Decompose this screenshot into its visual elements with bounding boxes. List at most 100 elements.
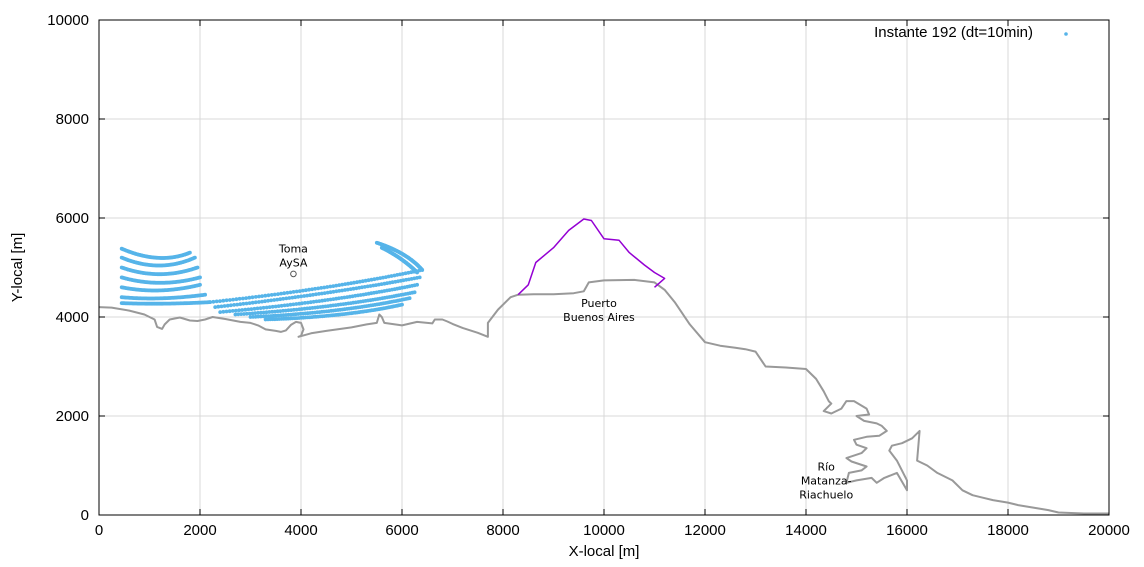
particle-point — [241, 301, 246, 306]
particle-point — [255, 306, 260, 311]
particle-point — [288, 290, 293, 295]
x-tick-label: 18000 — [987, 522, 1029, 539]
particle-point — [381, 275, 385, 280]
particle-point — [420, 268, 425, 272]
particle-point — [224, 298, 229, 303]
particle-point — [343, 282, 348, 286]
particle-point — [325, 290, 330, 295]
particle-point — [266, 293, 271, 298]
particle-point — [218, 310, 223, 314]
particle-point — [352, 280, 356, 285]
particle-point — [389, 274, 394, 278]
particle-point — [360, 285, 364, 290]
annotation-line: Matanza- — [801, 474, 852, 487]
particle-point — [218, 299, 222, 303]
particle-point — [252, 306, 257, 311]
particle-filament — [379, 245, 419, 275]
particle-filament — [213, 275, 422, 309]
particle-point — [363, 278, 368, 283]
particle-point — [301, 288, 305, 293]
particle-point — [229, 303, 233, 308]
particle-filament — [119, 255, 197, 268]
particle-point — [310, 287, 314, 292]
particle-point — [193, 255, 197, 260]
particle-point — [240, 308, 245, 312]
particle-point — [297, 289, 302, 293]
particle-point — [325, 298, 330, 302]
particle-point — [253, 300, 258, 305]
particle-point — [221, 309, 226, 314]
particle-point — [328, 284, 333, 289]
particle-point — [415, 270, 419, 275]
particle-point — [322, 285, 327, 290]
particle-point — [222, 304, 227, 308]
particle-point — [303, 301, 307, 305]
particle-point — [385, 281, 389, 286]
x-axis-label: X-local [m] — [569, 543, 640, 560]
particle-point — [365, 284, 370, 289]
particle-filament — [248, 296, 412, 319]
particle-point — [198, 275, 202, 280]
particle-point — [284, 296, 289, 301]
annotation-rio: Río Matanza-Riachuelo — [799, 460, 853, 501]
particle-point — [272, 292, 277, 297]
particle-point — [241, 296, 245, 301]
y-axis-label: Y-local [m] — [9, 233, 26, 302]
particle-point — [300, 301, 304, 306]
particle-point — [337, 296, 341, 301]
particle-point — [308, 300, 313, 305]
particle-point — [270, 304, 275, 309]
annotations: Toma AySA Puerto Buenos Aires Río Matanza-Ria… — [278, 243, 854, 502]
particle-filament — [119, 282, 202, 293]
particle-point — [237, 296, 242, 301]
particle-point — [294, 289, 299, 294]
annotation-line: Toma — [278, 243, 308, 256]
particle-point — [334, 283, 339, 288]
particle-point — [249, 307, 254, 311]
particle-point — [272, 309, 277, 314]
particle-point — [244, 296, 249, 300]
particle-point — [305, 293, 309, 298]
particle-point — [257, 300, 261, 304]
particle-point — [234, 297, 239, 302]
particle-point — [331, 297, 336, 301]
particle-point — [334, 289, 339, 294]
particle-point — [282, 303, 287, 308]
particle-point — [282, 291, 287, 296]
particle-point — [261, 305, 266, 310]
particle-point — [374, 283, 378, 287]
particle-filament — [119, 246, 192, 260]
particle-point — [272, 298, 277, 302]
coastline-line — [98, 278, 1109, 515]
particle-point — [188, 250, 192, 255]
grid-lines — [99, 20, 1109, 515]
particle-point — [314, 299, 319, 304]
port-boundary — [517, 218, 666, 296]
particle-point — [349, 281, 353, 286]
particle-point — [232, 303, 237, 307]
particle-point — [390, 280, 395, 285]
particle-point — [328, 290, 333, 295]
annotation-line: Río — [817, 460, 835, 473]
particle-point — [285, 303, 290, 307]
y-tick-label: 4000 — [56, 309, 89, 326]
particle-point — [351, 286, 356, 291]
particle-point — [308, 293, 312, 298]
particle-point — [247, 295, 252, 300]
particle-point — [237, 308, 242, 313]
particle-point — [250, 300, 255, 305]
particle-point — [337, 283, 342, 287]
particle-point — [398, 272, 402, 277]
y-tick-label: 0 — [81, 507, 89, 524]
particle-point — [225, 303, 230, 308]
particle-point — [355, 280, 359, 285]
port-boundary-line — [517, 218, 666, 296]
particle-filament — [208, 268, 425, 304]
particle-point — [266, 298, 270, 303]
annotation-toma: Toma AySA — [278, 243, 308, 270]
particle-point — [305, 306, 310, 311]
particle-point — [276, 292, 280, 296]
particle-point — [208, 300, 213, 304]
particle-point — [348, 287, 353, 291]
